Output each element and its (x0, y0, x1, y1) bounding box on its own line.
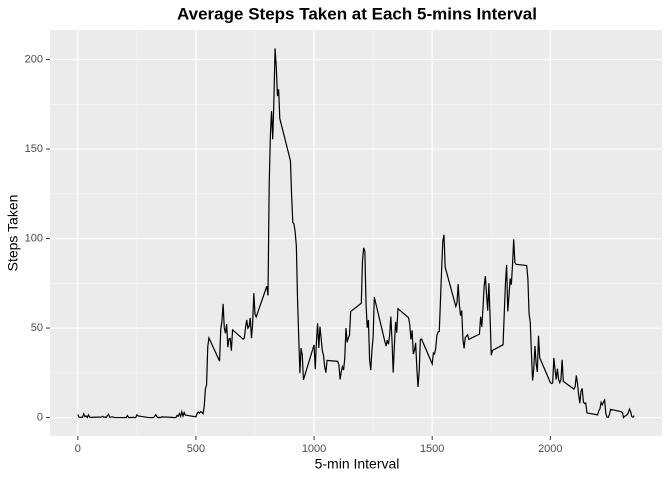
chart-title: Average Steps Taken at Each 5-mins Inter… (177, 4, 537, 23)
x-axis-title: 5-min Interval (315, 456, 400, 472)
x-tick-label: 1500 (420, 443, 444, 455)
plot (77, 48, 635, 419)
line (77, 48, 635, 419)
panel (50, 30, 662, 436)
y-tick-label: 100 (25, 232, 43, 244)
x-tick-label: 2000 (538, 443, 562, 455)
y-tick-label: 0 (37, 411, 43, 423)
y-tick-label: 200 (25, 53, 43, 65)
grid (50, 30, 662, 436)
y-tick-label: 50 (31, 322, 43, 334)
y-tick-label: 150 (25, 143, 43, 155)
x-tick-label: 0 (75, 443, 81, 455)
x-tick-label: 1000 (302, 443, 326, 455)
y-axis-title: Steps Taken (5, 195, 21, 272)
x-tick-label: 500 (187, 443, 205, 455)
